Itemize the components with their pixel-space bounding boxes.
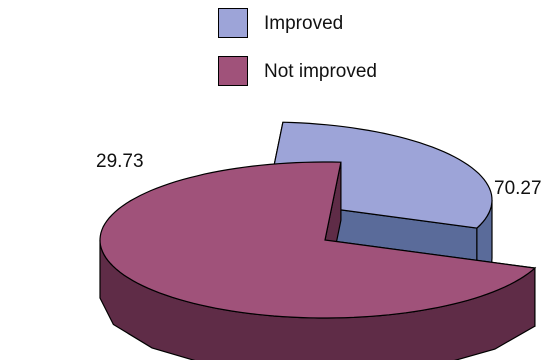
legend-swatch-improved: [218, 8, 248, 38]
legend-label-improved: Improved: [264, 13, 344, 34]
data-label-not-improved: 70.27: [494, 178, 542, 199]
legend-label-not-improved: Not improved: [264, 61, 377, 82]
data-label-improved: 29.73: [96, 151, 144, 172]
slice-not-improved: [99, 161, 537, 360]
pie-slices: [99, 121, 537, 360]
slice-top-not-improved: [99, 161, 537, 319]
legend-swatch-not-improved: [218, 56, 248, 86]
